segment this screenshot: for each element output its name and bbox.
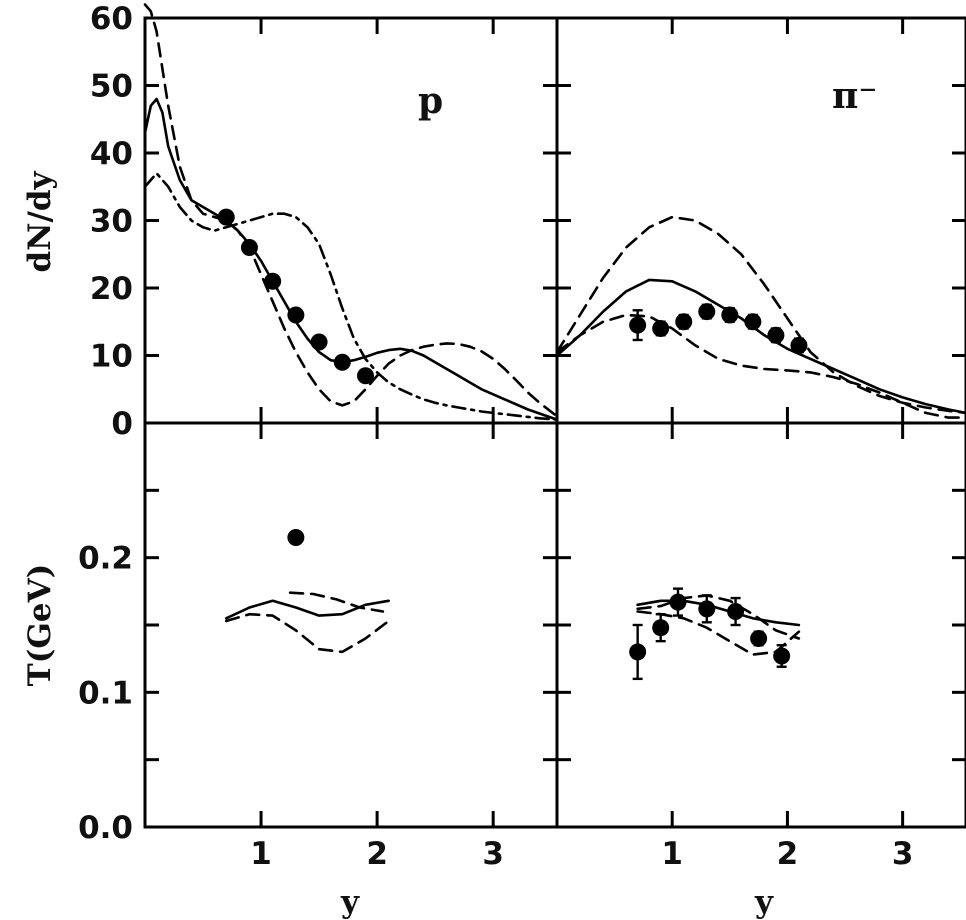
series-solid-line: [224, 599, 390, 620]
data-point: [698, 600, 716, 618]
y-axis-title-bottom: T(GeV): [22, 564, 58, 687]
series-dashed-line: [143, 3, 559, 418]
data-point: [652, 619, 670, 637]
x-axis-title-right: y: [754, 884, 774, 920]
y-tick-label: 40: [90, 136, 133, 172]
series-dashed-line: [288, 591, 385, 613]
panel-label-top-right: π⁻: [832, 75, 877, 117]
data-point: [744, 313, 762, 331]
data-point: [287, 528, 305, 546]
x-tick-label: 1: [250, 836, 272, 872]
x-tick-label: 3: [892, 836, 914, 872]
series-solid-line: [555, 278, 966, 415]
data-point: [310, 333, 328, 351]
y-tick-label: 30: [90, 204, 133, 240]
y-axis-title-top: dN/dy: [22, 171, 58, 273]
data-point: [790, 336, 808, 354]
series-dashed-line: [555, 215, 966, 415]
data-point: [357, 367, 375, 385]
data-point: [721, 306, 739, 324]
data-point: [629, 316, 647, 334]
panel-bottom-right: 1 2 3: [555, 421, 966, 872]
panel-label-top-left: p: [418, 80, 443, 122]
data-point: [727, 603, 745, 621]
series-dashed-line: [555, 313, 966, 419]
series-solid-line: [143, 97, 559, 421]
y-tick-label: 50: [90, 69, 133, 105]
data-point: [675, 313, 693, 331]
data-point: [773, 647, 791, 665]
x-tick-label: 2: [366, 836, 388, 872]
x-tick-label: 2: [777, 836, 799, 872]
panel-top-right: [555, 16, 966, 425]
plot-frame: [143, 16, 559, 425]
y-tick-label: 20: [90, 271, 133, 307]
data-point: [217, 208, 235, 226]
data-point: [287, 306, 305, 324]
series-dash-dot-line: [143, 172, 559, 421]
y-tick-label: 0: [111, 406, 133, 442]
y-tick-label: 10: [90, 339, 133, 375]
data-point: [698, 303, 716, 321]
y-tick-label: 0.2: [78, 541, 133, 577]
plot-frame: [555, 421, 966, 829]
series-solid-line: [636, 599, 801, 627]
data-point: [767, 326, 785, 344]
plot-frame: [555, 16, 966, 425]
panel-bottom-left: 1 2 3 0.0 0.1 0.2: [78, 421, 559, 872]
data-point: [264, 272, 282, 290]
x-tick-label: 3: [482, 836, 504, 872]
data-point: [629, 643, 647, 661]
data-point: [333, 353, 351, 371]
data-point: [669, 593, 687, 611]
series-dashed-line: [224, 612, 390, 654]
x-tick-label: 1: [661, 836, 683, 872]
data-point: [750, 629, 768, 647]
x-axis-title-left: y: [340, 884, 360, 920]
y-tick-label: 0.1: [78, 675, 133, 711]
y-tick-label: 0.0: [78, 810, 133, 846]
series-dashed-line: [636, 594, 801, 640]
y-tick-label: 60: [90, 1, 133, 37]
data-point: [652, 320, 670, 337]
data-point: [240, 239, 258, 256]
panel-top-left: 0 10 20 30 40 50 60: [90, 1, 559, 442]
plot-frame: [143, 421, 559, 829]
